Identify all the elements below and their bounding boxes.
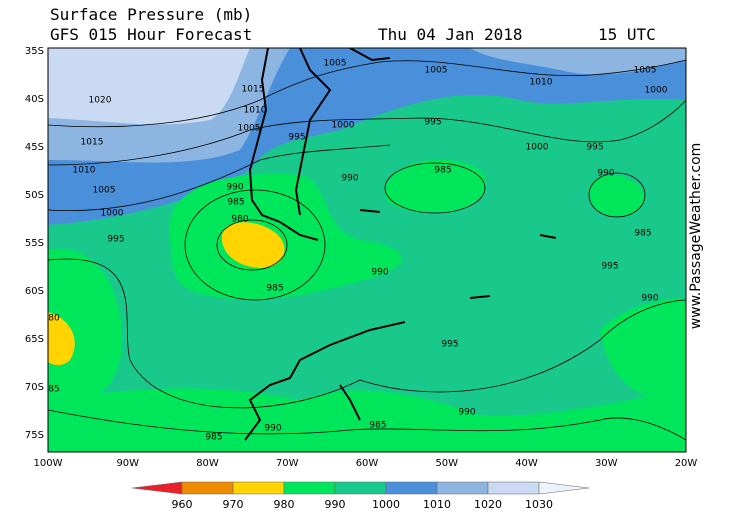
lat-label: 40S <box>25 94 44 105</box>
contour-label: 985 <box>205 433 222 443</box>
legend-swatch <box>436 481 489 495</box>
lat-label: 60S <box>25 286 44 297</box>
legend-label: 1010 <box>423 498 451 511</box>
contour-label: 85 <box>48 385 59 395</box>
contour-label: 1020 <box>89 96 112 106</box>
lon-label: 100W <box>34 458 63 469</box>
contour-label: 995 <box>601 262 618 272</box>
legend-swatch <box>232 481 285 495</box>
legend-label: 960 <box>172 498 193 511</box>
lon-label: 70W <box>276 458 299 469</box>
contour-label: 1005 <box>324 59 347 69</box>
contour-label: 1010 <box>73 166 96 176</box>
contour-label: 980 <box>231 215 248 225</box>
contour-label: 1010 <box>244 106 267 116</box>
contour-label: 995 <box>586 143 603 153</box>
legend-label: 1000 <box>372 498 400 511</box>
lat-label: 55S <box>25 238 44 249</box>
lat-label: 35S <box>25 46 44 57</box>
contour-label: 1000 <box>645 86 668 96</box>
legend-swatch <box>181 481 234 495</box>
contour-label: 990 <box>458 408 475 418</box>
contour-label: 1000 <box>526 143 549 153</box>
lat-label: 70S <box>25 382 44 393</box>
legend-swatch <box>487 481 540 495</box>
legend-label: 1020 <box>474 498 502 511</box>
title: Surface Pressure (mb) <box>50 5 252 24</box>
contour-label: 990 <box>597 169 614 179</box>
contour-label: 1015 <box>242 85 265 95</box>
contour-label: 990 <box>226 183 243 193</box>
time: 15 UTC <box>598 25 656 44</box>
lat-label: 50S <box>25 190 44 201</box>
contour-label: 985 <box>434 166 451 176</box>
contour-label: 985 <box>634 229 651 239</box>
lon-label: 90W <box>116 458 139 469</box>
lat-label: 45S <box>25 142 44 153</box>
legend-swatch <box>283 481 336 495</box>
contour-label: 995 <box>288 133 305 143</box>
contour-label: 990 <box>641 294 658 304</box>
lat-label: 75S <box>25 430 44 441</box>
legend-label: 980 <box>274 498 295 511</box>
contour-label: 985 <box>369 421 386 431</box>
contour-label: 985 <box>227 198 244 208</box>
lon-label: 80W <box>196 458 219 469</box>
legend-arrow-low <box>131 481 183 495</box>
contour-label: 1005 <box>238 124 261 134</box>
contour-label: 990 <box>341 174 358 184</box>
legend-label: 1030 <box>525 498 553 511</box>
lon-label: 40W <box>515 458 538 469</box>
contour-label: 995 <box>107 235 124 245</box>
map-field <box>48 48 686 452</box>
lon-label: 30W <box>595 458 618 469</box>
contour-label: 1005 <box>634 66 657 76</box>
credit: www.PassageWeather.com <box>688 143 704 330</box>
legend-label: 990 <box>325 498 346 511</box>
contour-label: 80 <box>48 314 60 324</box>
date: Thu 04 Jan 2018 <box>378 25 523 44</box>
contour-label: 1010 <box>530 78 553 88</box>
contour-label: 985 <box>266 284 283 294</box>
lon-label: 20W <box>675 458 698 469</box>
map-frame <box>47 47 687 453</box>
contour-label: 995 <box>424 118 441 128</box>
contour-label: 1015 <box>81 138 104 148</box>
contour-label: 1000 <box>332 121 355 131</box>
lon-label: 60W <box>356 458 379 469</box>
legend-swatch <box>334 481 387 495</box>
subtitle: GFS 015 Hour Forecast <box>50 25 252 44</box>
legend-arrow-high <box>538 481 590 495</box>
contour-label: 1005 <box>425 66 448 76</box>
lon-label: 50W <box>435 458 458 469</box>
legend-swatch <box>385 481 438 495</box>
legend-label: 970 <box>223 498 244 511</box>
contour-label: 990 <box>264 424 281 434</box>
lat-label: 65S <box>25 334 44 345</box>
contour-label: 1005 <box>93 186 116 196</box>
contour-label: 990 <box>371 268 388 278</box>
contour-label: 1000 <box>101 209 124 219</box>
contour-label: 995 <box>441 340 458 350</box>
